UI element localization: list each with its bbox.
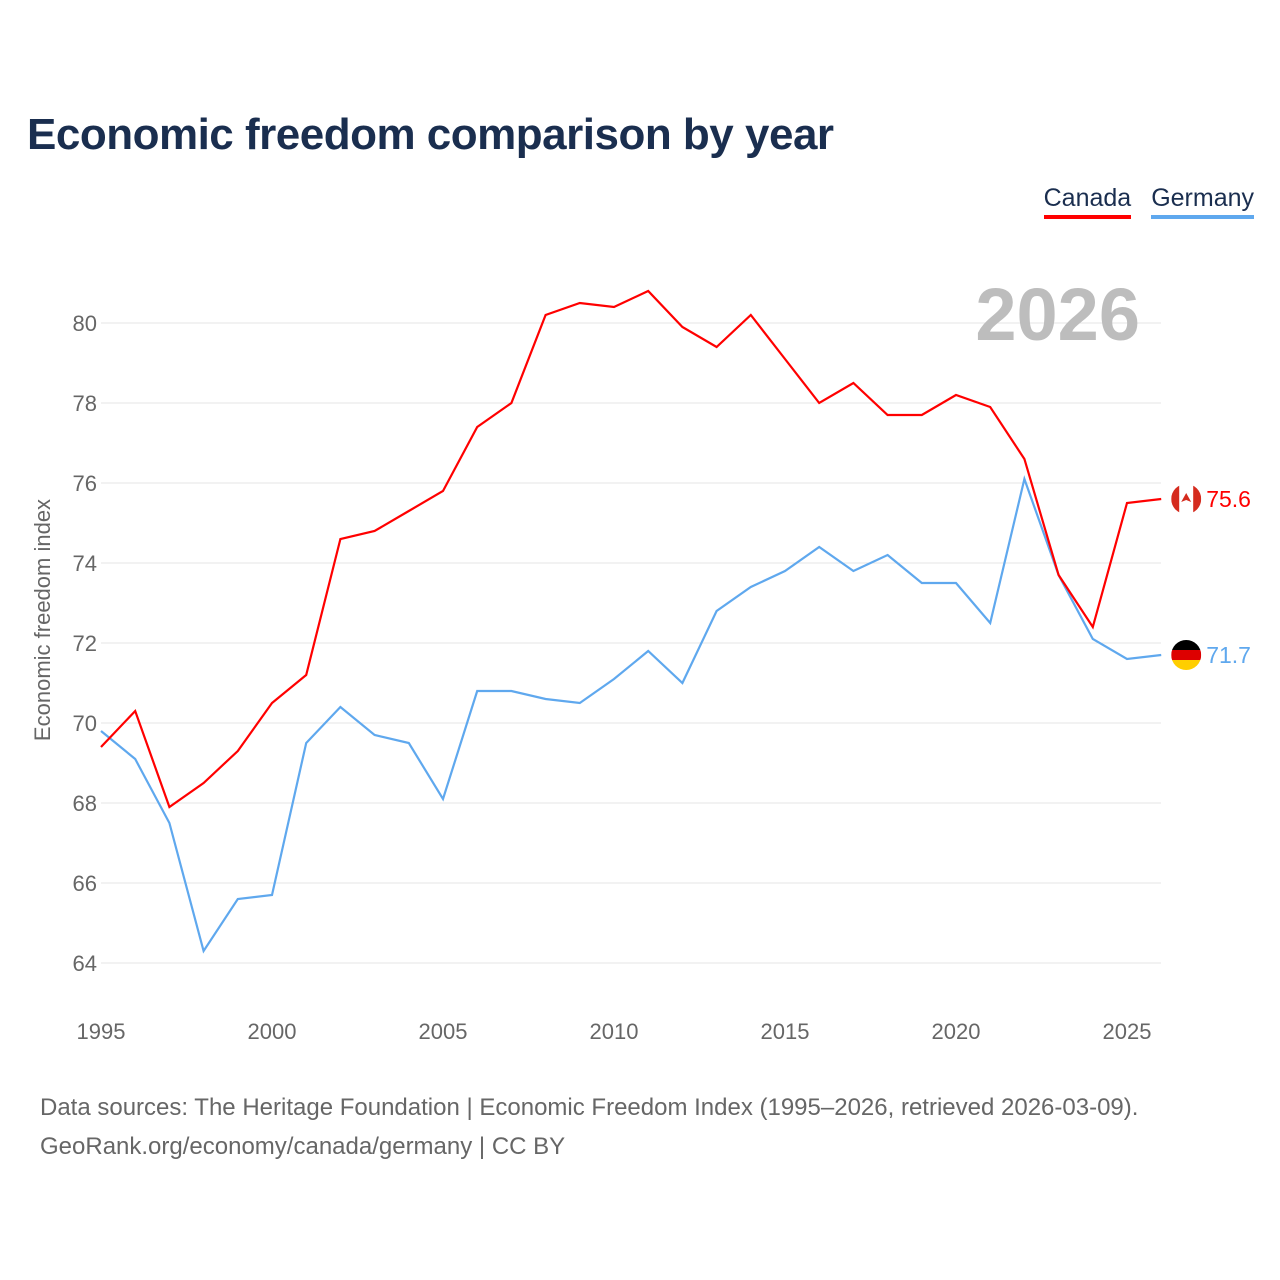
end-value-label-canada: 75.6 (1206, 486, 1251, 512)
year-watermark: 2026 (975, 273, 1140, 356)
x-tick-label: 2010 (590, 1019, 639, 1044)
y-tick-label: 66 (73, 871, 97, 896)
canada-flag-icon (1171, 484, 1202, 514)
source-note: Data sources: The Heritage Foundation | … (40, 1088, 1138, 1166)
y-tick-label: 80 (73, 311, 97, 336)
source-line-1: Data sources: The Heritage Foundation | … (40, 1094, 1139, 1121)
series-line-germany (100, 475, 1162, 954)
y-tick-label: 74 (73, 551, 97, 576)
legend: Canada Germany (1043, 184, 1254, 219)
x-tick-label: 2000 (248, 1019, 297, 1044)
source-line-2[interactable]: GeoRank.org/economy/canada/germany | CC … (40, 1133, 566, 1160)
y-tick-label: 76 (73, 471, 97, 496)
germany-flag-icon (1171, 640, 1202, 670)
x-tick-label: 1995 (77, 1019, 126, 1044)
y-tick-label: 70 (73, 711, 97, 736)
legend-germany[interactable]: Germany (1151, 184, 1254, 219)
y-tick-label: 64 (73, 951, 97, 976)
y-tick-label: 72 (73, 631, 97, 656)
y-tick-label: 68 (73, 791, 97, 816)
legend-canada[interactable]: Canada (1043, 184, 1132, 219)
y-axis-label: Economic freedom index (30, 499, 55, 741)
chart-title: Economic freedom comparison by year (27, 110, 834, 159)
end-value-label-germany: 71.7 (1206, 642, 1251, 668)
x-tick-label: 2015 (761, 1019, 810, 1044)
y-tick-label: 78 (73, 391, 97, 416)
x-tick-label: 2025 (1103, 1019, 1152, 1044)
x-tick-label: 2005 (419, 1019, 468, 1044)
x-tick-label: 2020 (932, 1019, 981, 1044)
series-line-canada (100, 289, 1162, 809)
